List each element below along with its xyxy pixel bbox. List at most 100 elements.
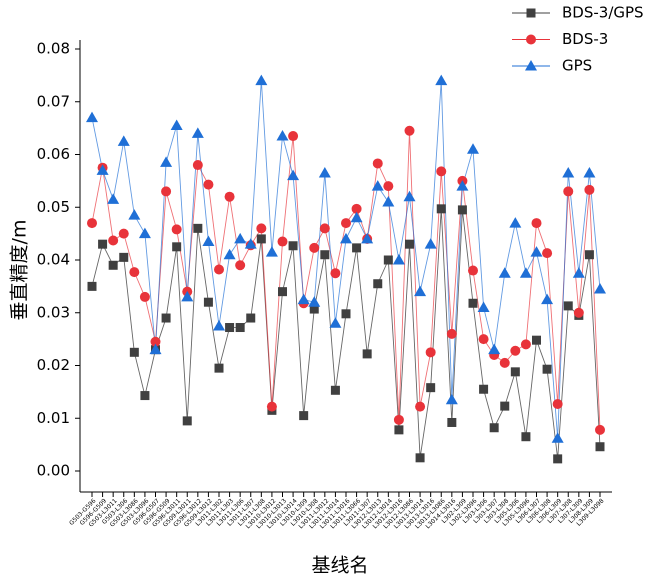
series-line: [91, 80, 601, 439]
data-point: [108, 260, 118, 270]
data-point: [308, 296, 321, 307]
data-point: [382, 195, 395, 207]
data-point: [467, 143, 479, 154]
data-point: [435, 74, 448, 86]
legend-marker: [526, 8, 536, 18]
data-point: [309, 304, 319, 314]
data-point: [510, 345, 521, 356]
data-point: [108, 235, 119, 246]
y-tick-label: 0.05: [37, 198, 70, 216]
data-point: [202, 235, 215, 247]
data-point: [150, 336, 161, 347]
data-point: [340, 232, 352, 244]
data-point: [129, 347, 139, 357]
data-point: [138, 227, 151, 239]
data-point: [436, 166, 447, 177]
data-point: [500, 401, 510, 411]
data-point: [478, 334, 489, 345]
data-point: [182, 416, 192, 426]
series-line: [91, 208, 601, 459]
y-axis-label: 垂直精度/m: [9, 220, 31, 321]
series-line: [91, 130, 601, 430]
y-tick-label: 0.04: [37, 251, 70, 269]
y-tick-label: 0.02: [37, 356, 70, 374]
y-tick-label: 0.06: [37, 145, 70, 163]
data-point: [519, 267, 532, 278]
data-point: [383, 255, 393, 265]
data-point: [87, 218, 97, 229]
data-point: [572, 267, 585, 278]
data-point: [118, 228, 129, 239]
data-point: [509, 217, 522, 228]
data-point: [170, 119, 183, 130]
data-point: [139, 291, 150, 302]
data-point: [203, 297, 213, 307]
data-point: [352, 243, 362, 253]
legend-label: BDS-3/GPS: [562, 4, 644, 22]
data-point: [161, 313, 171, 323]
legend-label: BDS-3: [562, 30, 608, 48]
data-point: [521, 432, 531, 442]
data-point: [350, 211, 363, 223]
data-point: [309, 242, 320, 253]
data-point: [532, 335, 541, 345]
data-point: [161, 186, 172, 197]
data-point: [128, 209, 141, 220]
data-point: [415, 401, 426, 412]
data-point: [288, 131, 299, 142]
data-point: [140, 391, 150, 401]
data-point: [393, 414, 404, 425]
data-point: [299, 411, 309, 421]
data-point: [468, 265, 478, 276]
data-point: [498, 267, 511, 278]
data-point: [96, 164, 109, 175]
data-point: [246, 313, 256, 323]
data-point: [288, 241, 298, 251]
data-point: [266, 401, 277, 412]
data-point: [278, 287, 287, 297]
data-point: [372, 158, 383, 169]
data-point: [542, 364, 552, 374]
data-point: [320, 250, 330, 260]
data-point: [129, 267, 140, 278]
data-point: [392, 254, 405, 265]
data-point: [426, 383, 436, 393]
data-point: [371, 180, 384, 191]
data-point: [319, 223, 330, 234]
data-point: [404, 125, 415, 136]
data-point: [297, 293, 310, 305]
data-point: [415, 453, 425, 463]
data-point: [330, 385, 340, 395]
data-point: [171, 224, 182, 235]
data-point: [541, 293, 554, 305]
data-point: [256, 223, 267, 234]
data-point: [595, 442, 605, 452]
data-point: [403, 190, 416, 202]
data-point: [477, 301, 490, 312]
data-point: [235, 260, 246, 271]
data-point: [530, 246, 543, 257]
data-point: [446, 328, 457, 339]
data-point: [520, 339, 531, 350]
data-point: [329, 317, 342, 328]
data-point: [287, 169, 300, 181]
data-point: [394, 425, 404, 435]
data-point: [488, 343, 501, 355]
data-point: [383, 181, 394, 192]
data-point: [256, 234, 266, 244]
data-point: [479, 384, 489, 394]
data-point: [172, 242, 182, 252]
data-point: [225, 323, 235, 333]
data-point: [107, 193, 120, 204]
y-tick-label: 0.08: [37, 40, 70, 58]
data-point: [373, 279, 383, 289]
data-point: [318, 166, 331, 178]
data-point: [214, 264, 224, 275]
data-point: [573, 307, 584, 318]
data-point: [341, 309, 351, 319]
data-point: [414, 285, 427, 297]
data-point: [583, 166, 596, 178]
data-point: [149, 343, 162, 355]
data-point: [214, 363, 224, 373]
